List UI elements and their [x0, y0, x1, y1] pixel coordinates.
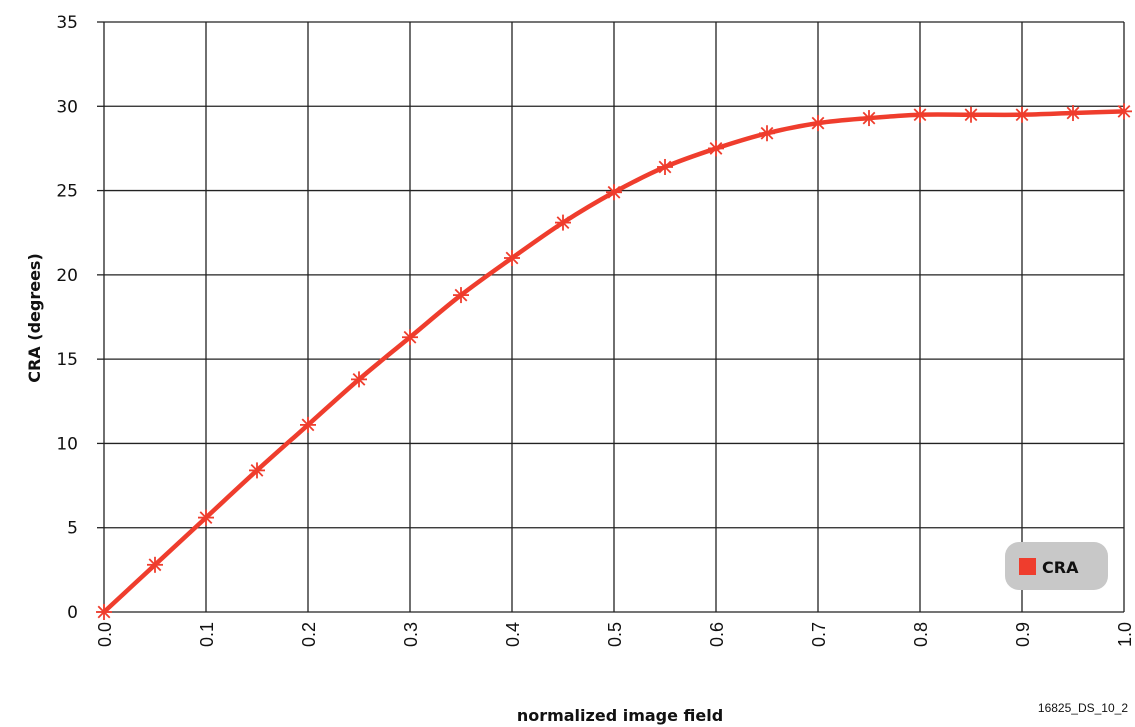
- y-tick-label: 35: [56, 13, 78, 33]
- data-point-marker: [147, 556, 163, 573]
- data-point-marker: [453, 287, 469, 304]
- figure-id-footnote: 16825_DS_10_2: [1038, 701, 1128, 715]
- data-point-marker: [1014, 106, 1030, 123]
- y-tick-label: 25: [56, 182, 78, 202]
- data-point-marker: [96, 604, 112, 620]
- x-tick-label: 0.2: [299, 622, 319, 647]
- y-tick-label: 5: [67, 519, 78, 539]
- legend-label: CRA: [1042, 558, 1079, 577]
- data-point-marker: [606, 184, 622, 201]
- x-tick-label: 0.0: [95, 622, 115, 647]
- data-point-marker: [351, 371, 367, 388]
- legend: CRA: [1005, 542, 1108, 590]
- x-tick-label: 0.5: [605, 622, 625, 647]
- data-point-marker: [912, 106, 928, 123]
- y-tick-label: 0: [67, 603, 78, 623]
- series-layer: [96, 103, 1132, 620]
- x-axis-label: normalized image field: [517, 706, 723, 725]
- x-tick-label: 0.9: [1013, 622, 1033, 647]
- y-tick-label: 20: [56, 266, 78, 286]
- y-tick-label: 10: [56, 434, 78, 454]
- data-point-marker: [402, 329, 418, 346]
- data-point-marker: [810, 115, 826, 132]
- x-tick-label: 0.4: [503, 622, 523, 647]
- data-point-marker: [300, 416, 316, 433]
- data-point-marker: [759, 125, 775, 142]
- data-point-marker: [504, 250, 520, 266]
- data-point-marker: [1116, 103, 1132, 120]
- data-point-marker: [249, 462, 265, 479]
- data-point-marker: [861, 110, 877, 127]
- y-axis-label: CRA (degrees): [25, 253, 44, 383]
- data-point-marker: [963, 106, 979, 123]
- x-tick-label: 0.3: [401, 622, 421, 647]
- y-tick-label: 15: [56, 350, 78, 370]
- y-tick-label: 30: [56, 97, 78, 117]
- data-point-marker: [555, 214, 571, 231]
- data-point-marker: [657, 158, 673, 175]
- x-tick-label: 0.1: [197, 622, 217, 647]
- tick-labels: 0.0 0.1 0.2 0.3 0.4 0.5 0.6 0.7 0.8 0.9 1.0 0 5 10 15 2…: [56, 13, 1135, 647]
- data-point-marker: [1065, 105, 1081, 122]
- legend-swatch: [1019, 558, 1036, 575]
- x-tick-label: 0.7: [809, 622, 829, 647]
- x-tick-label: 1.0: [1115, 622, 1135, 647]
- data-point-marker: [708, 140, 724, 157]
- x-tick-label: 0.8: [911, 622, 931, 647]
- data-point-marker: [198, 509, 214, 526]
- legend-box: [1005, 542, 1108, 590]
- x-tick-label: 0.6: [707, 622, 727, 647]
